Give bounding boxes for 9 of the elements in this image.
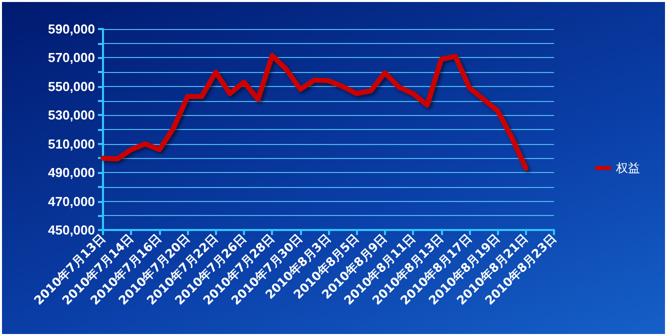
y-tick-label: 470,000 [48, 194, 95, 209]
legend-label: 权益 [615, 161, 640, 175]
y-tick-label: 550,000 [48, 78, 95, 94]
y-tick-label: 570,000 [48, 50, 95, 66]
y-tick-label: 510,000 [48, 136, 95, 152]
y-tick-label: 530,000 [48, 108, 95, 123]
y-tick-label: 590,000 [48, 22, 95, 36]
y-tick-label: 490,000 [48, 165, 95, 180]
y-tick-label: 450,000 [48, 222, 95, 238]
